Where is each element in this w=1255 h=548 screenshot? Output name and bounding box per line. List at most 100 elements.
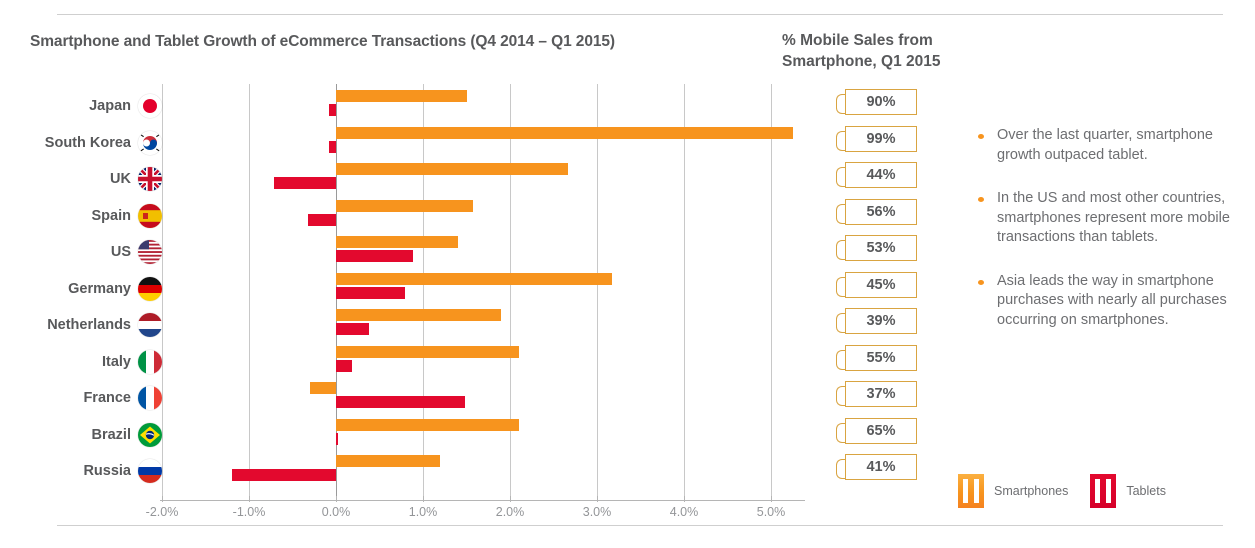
category-label-row: South Korea [0,125,170,162]
gridline--20 [162,84,163,500]
bar-row [0,380,1255,417]
chart-legend: Smartphones Tablets [958,474,1166,508]
country-name: UK [110,171,131,188]
bar-tablets-italy [336,359,352,372]
tablet-icon [1090,474,1117,508]
bar-tablets-france [336,396,465,408]
bar-tablets-south-korea [329,140,336,153]
x-axis-tick-label: -2.0% [145,505,179,519]
country-name: Germany [68,280,131,297]
country-name: Japan [89,98,131,115]
bar-row [0,271,1255,308]
mobile-share-callouts: 90% 99% 44% 56% 53% 45% 39% 55% 37% 65% 41% [836,84,946,486]
bullet-dot-icon [978,134,984,139]
bar-tablets-netherlands [336,323,370,335]
callout-row: 56% [836,194,946,231]
flag-russia-icon [138,459,162,484]
gridline-50 [771,84,772,500]
callout-row: 44% [836,157,946,194]
insight-item: In the US and most other countries, smar… [978,189,1240,248]
x-axis-tick [771,496,772,502]
category-label-row: Italy [0,344,170,381]
bar-smartphones-japan [336,90,467,102]
callout-row: 41% [836,449,946,486]
category-label-row: Japan [0,88,170,125]
bar-row [0,417,1255,454]
flag-netherlands-icon [138,313,162,338]
gridline-20 [510,84,511,500]
category-label-row: Germany [0,271,170,308]
x-axis-tick-label: 2.0% [495,505,525,519]
x-axis-tick [423,496,424,502]
gridline-30 [597,84,598,500]
callout-row: 45% [836,267,946,304]
bar-tablets-japan [329,104,336,116]
legend-item-smartphones: Smartphones [958,474,1068,508]
bar-series-container [0,88,1255,490]
bar-tablets-spain [308,213,336,226]
flag-japan-icon [138,94,162,119]
category-label-row: Spain [0,198,170,235]
bar-row [0,125,1255,162]
mobile-share-badge: 45% [836,271,917,298]
country-name: Russia [83,463,131,480]
bar-row [0,161,1255,198]
bar-tablets-brazil [336,432,338,445]
insight-item: Over the last quarter, smartphone growth… [978,126,1240,165]
x-axis-tick [336,496,337,502]
country-name: Netherlands [47,317,131,334]
flag-us-icon [138,240,162,265]
callout-row: 90% [836,84,946,121]
bar-tablets-germany [336,286,405,299]
flag-spain-icon [138,203,162,228]
gridline--10 [249,84,250,500]
insights-list: Over the last quarter, smartphone growth… [978,126,1240,354]
x-axis-tick [510,496,511,502]
top-divider [57,14,1223,15]
country-name: Spain [91,207,131,224]
bar-smartphones-france [309,382,336,394]
bar-row [0,88,1255,125]
category-label-row: UK [0,161,170,198]
country-name: Italy [101,353,131,370]
flag-south-korea-icon [138,130,162,155]
bar-smartphones-netherlands [336,309,502,321]
bar-tablets-us [336,250,414,262]
mobile-share-badge: 65% [836,417,917,444]
bar-smartphones-uk [336,163,569,175]
country-name: South Korea [44,134,131,151]
insight-text: In the US and most other countries, smar… [997,190,1230,245]
x-axis-tick-label: 4.0% [669,505,699,519]
bullet-dot-icon [978,279,984,285]
x-axis-line [160,500,805,501]
bottom-divider [57,525,1223,526]
category-label-row: US [0,234,170,271]
x-axis-tick [597,496,598,502]
category-label-row: Netherlands [0,307,170,344]
mobile-share-header: % Mobile Sales from Smartphone, Q1 2015 [782,32,941,70]
bar-row [0,453,1255,490]
bar-smartphones-spain [336,199,473,212]
callout-row: 37% [836,376,946,413]
callout-row: 53% [836,230,946,267]
x-axis-tick [249,496,250,502]
page-title: Smartphone and Tablet Growth of eCommerc… [30,33,615,50]
country-name: France [83,390,131,407]
bar-row [0,344,1255,381]
gridline-10 [423,84,424,500]
mobile-share-badge: 41% [836,454,917,481]
x-axis-tick-label: 0.0% [321,505,351,519]
legend-label-tablets: Tablets [1126,484,1166,498]
category-label-row: Russia [0,453,170,490]
country-name: Brazil [91,426,132,443]
callout-row: 65% [836,413,946,450]
mobile-share-badge: 99% [836,125,917,152]
x-axis-tick-label: 1.0% [408,505,438,519]
insight-item: Asia leads the way in smartphone purchas… [978,272,1240,331]
callout-row: 55% [836,340,946,377]
bar-row [0,198,1255,235]
x-axis-tick [684,496,685,502]
flag-brazil-icon [138,422,162,447]
bar-row [0,307,1255,344]
